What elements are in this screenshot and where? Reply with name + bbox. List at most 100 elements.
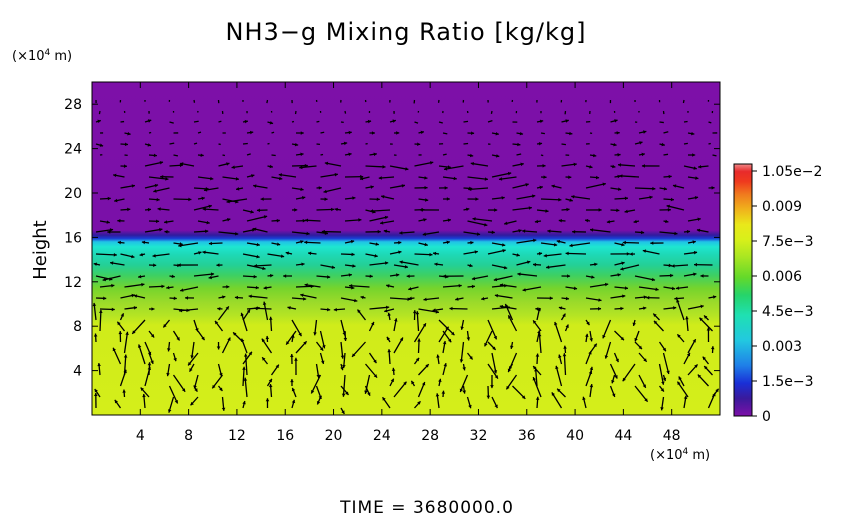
wind-vector-head <box>508 315 512 319</box>
wind-vector-head <box>655 287 659 292</box>
wind-vector-head <box>543 175 547 179</box>
wind-vector-head <box>156 197 160 202</box>
wind-vector-head <box>93 333 98 337</box>
wind-vector-head <box>425 364 429 368</box>
wind-vector-head <box>322 345 326 349</box>
wind-vector-head <box>138 274 142 279</box>
wind-vector-head <box>602 334 606 339</box>
wind-vector-head <box>568 175 572 179</box>
wind-vector-head <box>249 130 254 135</box>
wind-vector-head <box>621 242 625 247</box>
wind-vector-head <box>535 396 540 400</box>
wind-vector-head <box>421 382 426 386</box>
wind-vector <box>512 207 532 211</box>
wind-vector-head <box>246 309 251 313</box>
wind-vector-head <box>617 187 622 191</box>
wind-vector-head <box>131 293 135 298</box>
wind-vector-head <box>493 335 497 340</box>
wind-vector-head <box>405 167 409 171</box>
wind-vector <box>708 121 712 124</box>
wind-vector-head <box>700 274 704 278</box>
wind-vector-head <box>417 401 421 405</box>
wind-vector-head <box>93 262 98 267</box>
wind-vector-head <box>598 298 602 302</box>
wind-vector-head <box>406 274 410 278</box>
y-unit-base: (×10 <box>12 49 45 64</box>
wind-vector <box>246 153 251 156</box>
wind-vector <box>538 333 542 354</box>
wind-vector-head <box>200 153 204 158</box>
wind-vector <box>291 120 295 123</box>
wind-vector-head <box>221 407 226 411</box>
wind-vector-head <box>613 142 617 147</box>
wind-vector-head <box>614 119 618 123</box>
wind-vector-head <box>374 254 378 258</box>
wind-vector-head <box>189 368 193 372</box>
wind-vector <box>389 297 411 301</box>
wind-vector-head <box>370 185 374 189</box>
wind-vector <box>399 261 419 266</box>
wind-vector-head <box>503 265 508 270</box>
wind-vector-head <box>435 393 440 397</box>
wind-vector-head <box>692 153 696 157</box>
wind-vector-head <box>604 355 609 359</box>
wind-vector-head <box>626 252 630 256</box>
wind-vector-head <box>276 242 281 246</box>
wind-vector-head <box>539 119 544 124</box>
wind-vector-head <box>188 361 192 366</box>
wind-vector-head <box>484 222 488 227</box>
wind-vector-head <box>300 293 304 298</box>
wind-vector <box>193 204 212 211</box>
wind-vector-head <box>283 274 287 278</box>
wind-vector-head <box>275 364 279 369</box>
wind-vector-head <box>291 387 296 392</box>
wind-vector <box>244 377 248 398</box>
wind-vector-head <box>502 248 506 253</box>
wind-vector-head <box>565 296 570 301</box>
wind-vector-head <box>641 152 645 157</box>
wind-vector <box>532 376 542 398</box>
wind-vector-head <box>668 174 672 179</box>
wind-vector-head <box>617 163 622 167</box>
wind-vector-head <box>147 362 152 366</box>
wind-vector-head <box>324 197 328 201</box>
wind-vector <box>95 253 117 256</box>
wind-vector <box>554 321 563 343</box>
wind-vector-head <box>492 346 496 350</box>
wind-vector-head <box>634 337 638 342</box>
wind-vector-head <box>351 252 355 257</box>
wind-vector-head <box>206 220 210 225</box>
wind-vector-head <box>495 154 500 158</box>
wind-vector-head <box>643 306 647 311</box>
wind-vector-head <box>674 231 678 236</box>
wind-vector-head <box>181 388 186 392</box>
wind-vector-head <box>442 274 446 278</box>
wind-vector-head <box>198 251 202 255</box>
wind-vector-head <box>614 375 618 379</box>
wind-vector-head <box>294 357 298 361</box>
wind-vector-head <box>164 220 168 224</box>
wind-vector-head <box>650 241 654 245</box>
wind-vector-head <box>298 332 302 337</box>
wind-vector-head <box>617 174 621 179</box>
wind-vector <box>178 242 199 247</box>
wind-vector-head <box>302 218 306 223</box>
wind-vector-head <box>226 162 230 166</box>
wind-vector-head <box>253 227 257 231</box>
wind-vector-head <box>469 153 474 158</box>
wind-vector-head <box>474 250 478 254</box>
wind-vector <box>517 273 538 277</box>
wind-vector-head <box>691 131 695 136</box>
wind-vector-head <box>417 142 421 146</box>
wind-vector-head <box>472 217 476 221</box>
wind-vector-head <box>702 356 707 361</box>
wind-vector-head <box>348 152 352 157</box>
wind-vector-head <box>509 345 514 349</box>
wind-vector-head <box>326 275 331 279</box>
wind-vector-head <box>180 288 184 292</box>
wind-vector-head <box>331 265 335 269</box>
wind-vector <box>369 216 389 222</box>
y-tick-label: 4 <box>73 364 82 380</box>
wind-vector-head <box>243 377 248 381</box>
wind-vector-head <box>419 208 423 212</box>
